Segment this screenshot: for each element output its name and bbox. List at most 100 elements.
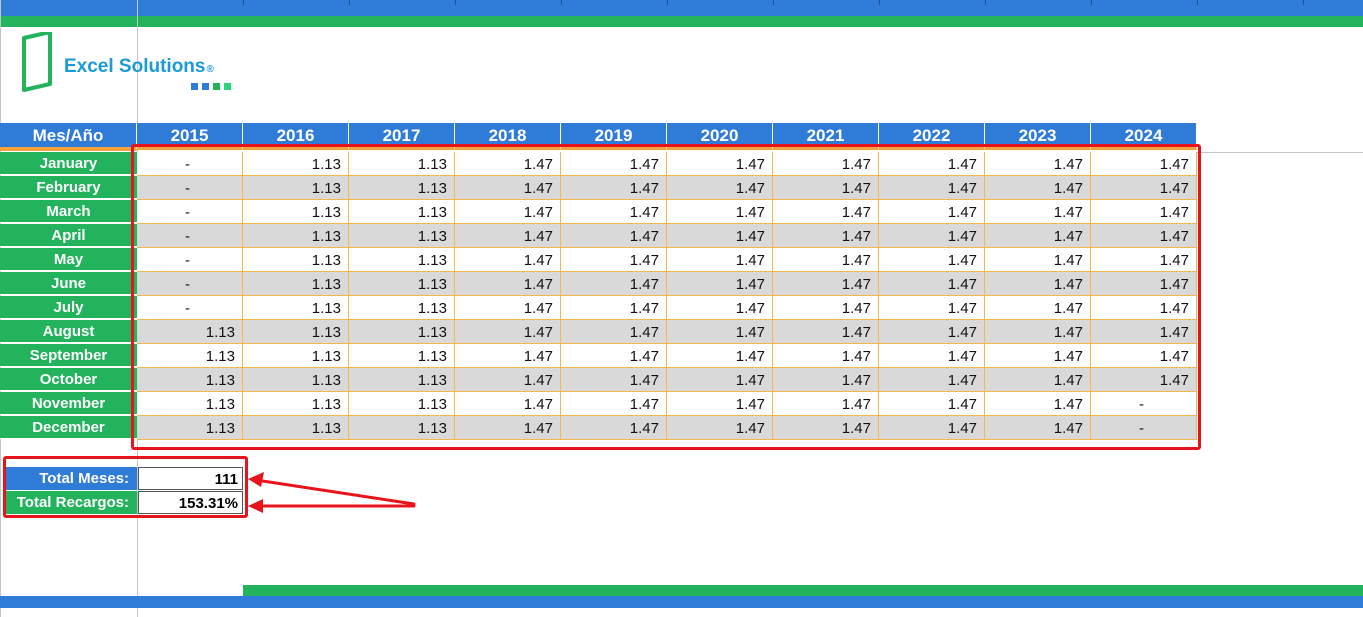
table-cell[interactable]: 1.47 [561,272,667,296]
table-cell[interactable]: 1.47 [773,272,879,296]
table-cell[interactable]: - [137,200,243,224]
table-cell[interactable]: 1.47 [985,368,1091,392]
table-cell[interactable]: 1.13 [137,344,243,368]
table-cell[interactable]: 1.13 [137,416,243,440]
month-label-december[interactable]: December [0,416,137,439]
table-cell[interactable]: 1.13 [349,344,455,368]
table-cell[interactable]: 1.13 [243,416,349,440]
table-cell[interactable]: 1.47 [561,416,667,440]
table-cell[interactable]: 1.47 [773,152,879,176]
table-cell[interactable]: 1.47 [773,416,879,440]
table-cell[interactable]: 1.47 [773,368,879,392]
table-cell[interactable]: 1.13 [349,176,455,200]
table-cell[interactable]: 1.47 [1091,368,1197,392]
table-cell[interactable]: 1.47 [879,344,985,368]
table-cell[interactable]: 1.47 [455,224,561,248]
table-cell[interactable]: 1.13 [243,248,349,272]
table-cell[interactable]: 1.47 [1091,296,1197,320]
table-cell[interactable]: 1.47 [773,176,879,200]
table-cell[interactable]: 1.47 [879,320,985,344]
total-meses-value[interactable]: 111 [138,467,243,490]
month-label-november[interactable]: November [0,392,137,415]
month-label-april[interactable]: April [0,224,137,247]
table-cell[interactable]: 1.47 [667,296,773,320]
table-cell[interactable]: 1.47 [985,272,1091,296]
table-cell[interactable]: 1.47 [879,248,985,272]
table-cell[interactable]: 1.47 [455,248,561,272]
table-cell[interactable]: 1.47 [985,152,1091,176]
table-cell[interactable]: 1.13 [243,392,349,416]
table-cell[interactable]: 1.13 [349,152,455,176]
table-cell[interactable]: 1.47 [455,320,561,344]
month-label-june[interactable]: June [0,272,137,295]
table-cell[interactable]: 1.47 [879,200,985,224]
table-cell[interactable]: 1.13 [349,392,455,416]
table-cell[interactable]: - [1091,392,1197,416]
table-cell[interactable]: 1.13 [243,152,349,176]
table-cell[interactable]: 1.47 [667,272,773,296]
table-cell[interactable]: 1.47 [667,368,773,392]
table-cell[interactable]: 1.47 [985,200,1091,224]
table-cell[interactable]: 1.47 [773,296,879,320]
table-cell[interactable]: 1.47 [561,344,667,368]
table-cell[interactable]: - [1091,416,1197,440]
table-cell[interactable]: 1.47 [561,200,667,224]
table-cell[interactable]: 1.47 [879,368,985,392]
table-cell[interactable]: 1.13 [137,368,243,392]
table-cell[interactable]: 1.47 [667,392,773,416]
table-cell[interactable]: 1.47 [879,224,985,248]
table-cell[interactable]: 1.13 [349,248,455,272]
table-cell[interactable]: 1.13 [137,320,243,344]
table-cell[interactable]: 1.47 [667,416,773,440]
table-cell[interactable]: 1.13 [137,392,243,416]
table-cell[interactable]: 1.47 [1091,176,1197,200]
table-cell[interactable]: - [137,176,243,200]
table-cell[interactable]: 1.13 [349,224,455,248]
table-cell[interactable]: 1.47 [1091,152,1197,176]
table-cell[interactable]: 1.47 [879,416,985,440]
total-recargos-value[interactable]: 153.31% [138,491,243,514]
table-cell[interactable]: 1.47 [985,392,1091,416]
table-cell[interactable]: 1.47 [773,344,879,368]
table-cell[interactable]: 1.47 [773,392,879,416]
table-cell[interactable]: 1.47 [773,224,879,248]
table-cell[interactable]: 1.47 [879,272,985,296]
table-cell[interactable]: 1.47 [985,224,1091,248]
table-cell[interactable]: 1.13 [349,368,455,392]
table-cell[interactable]: 1.47 [1091,248,1197,272]
table-cell[interactable]: 1.13 [349,272,455,296]
table-cell[interactable]: 1.47 [455,296,561,320]
corner-header-mes-ano[interactable]: Mes/Año [0,123,137,151]
table-cell[interactable]: 1.47 [455,152,561,176]
table-cell[interactable]: 1.13 [349,200,455,224]
table-cell[interactable]: 1.47 [561,392,667,416]
month-label-february[interactable]: February [0,176,137,199]
month-label-may[interactable]: May [0,248,137,271]
table-cell[interactable]: 1.13 [243,200,349,224]
table-cell[interactable]: 1.47 [667,248,773,272]
table-cell[interactable]: 1.13 [243,344,349,368]
table-cell[interactable]: 1.13 [243,296,349,320]
table-cell[interactable]: 1.47 [667,224,773,248]
table-cell[interactable]: 1.47 [985,416,1091,440]
table-cell[interactable]: 1.13 [243,224,349,248]
table-cell[interactable]: 1.47 [455,200,561,224]
table-cell[interactable]: 1.13 [243,368,349,392]
table-cell[interactable]: 1.47 [561,368,667,392]
table-cell[interactable]: 1.13 [243,272,349,296]
table-cell[interactable]: 1.47 [985,248,1091,272]
table-cell[interactable]: 1.47 [455,368,561,392]
table-cell[interactable]: 1.47 [455,392,561,416]
table-cell[interactable]: 1.47 [561,152,667,176]
month-label-january[interactable]: January [0,152,137,175]
table-cell[interactable]: 1.47 [561,296,667,320]
table-cell[interactable]: 1.13 [243,320,349,344]
table-cell[interactable]: 1.47 [773,248,879,272]
table-cell[interactable]: 1.47 [561,248,667,272]
month-label-august[interactable]: August [0,320,137,343]
table-cell[interactable]: 1.13 [349,320,455,344]
table-cell[interactable]: 1.47 [1091,272,1197,296]
table-cell[interactable]: 1.47 [985,344,1091,368]
table-cell[interactable]: 1.47 [879,176,985,200]
month-label-march[interactable]: March [0,200,137,223]
